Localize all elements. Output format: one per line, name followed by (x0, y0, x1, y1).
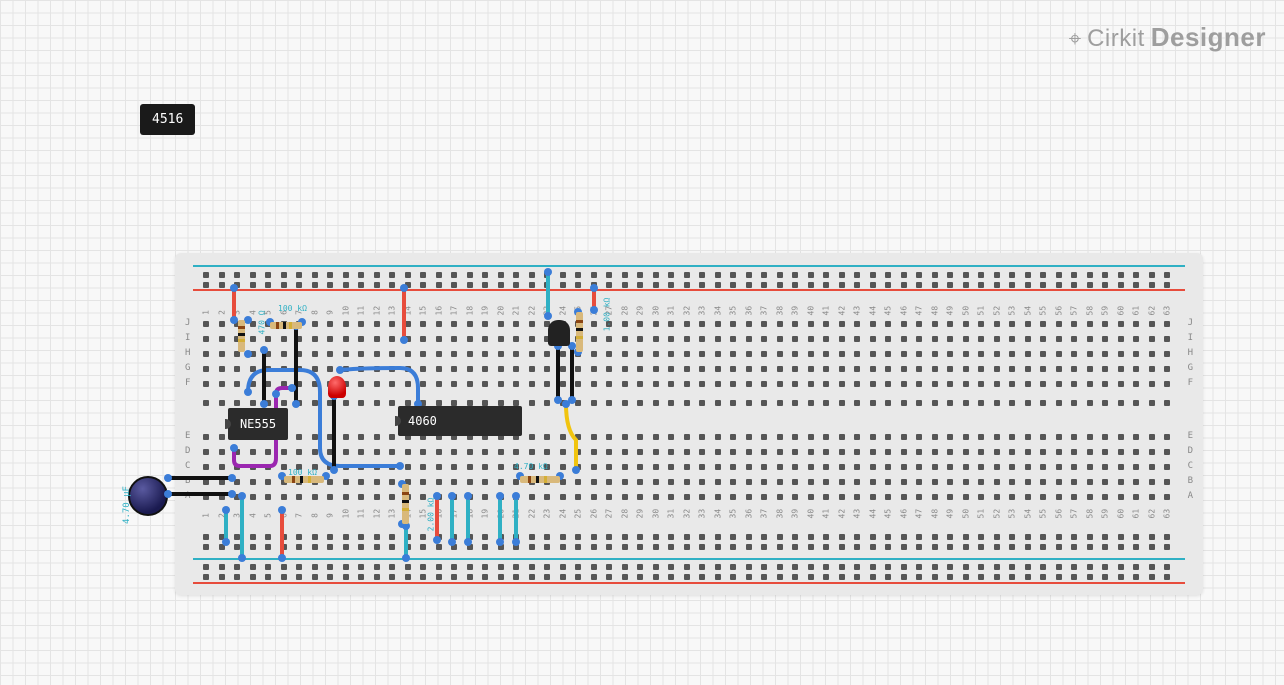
floating-ic-4516[interactable]: 4516 (140, 104, 195, 135)
resistor[interactable] (270, 322, 302, 329)
resistor-label: 470 Ω (258, 310, 267, 334)
transistor[interactable] (548, 320, 570, 346)
resistor-label: 2.00 kΩ (426, 498, 435, 532)
resistor-label: 4.70 kΩ (514, 462, 548, 471)
brand-text-1: Cirkit (1087, 25, 1145, 53)
ic-4060-label: 4060 (408, 414, 437, 428)
breadboard[interactable]: 1234567891011121314151617181920212223242… (175, 253, 1203, 595)
resistor-label: 1.00 kΩ (602, 298, 611, 332)
led-red[interactable] (328, 376, 346, 398)
resistor[interactable] (402, 484, 409, 524)
ic-ne555[interactable]: NE555 (228, 408, 288, 440)
ic-4060[interactable]: 4060 (398, 406, 522, 436)
resistor[interactable] (520, 476, 560, 483)
brand-icon: ⌖ (1069, 26, 1081, 52)
floating-ic-label: 4516 (152, 112, 183, 127)
resistor-label: 100 kΩ (288, 468, 317, 477)
electrolytic-capacitor[interactable] (128, 476, 168, 516)
resistor-label: 100 kΩ (278, 304, 307, 313)
resistor[interactable] (576, 312, 583, 352)
design-canvas[interactable]: ⌖ Cirkit Designer 4516 12345678910111213… (0, 0, 1284, 685)
resistor[interactable] (284, 476, 324, 483)
ic-ne555-label: NE555 (240, 417, 276, 431)
brand-logo: ⌖ Cirkit Designer (1069, 22, 1266, 53)
brand-text-2: Designer (1151, 22, 1266, 53)
resistor[interactable] (238, 320, 245, 352)
capacitor-label: 4.70 µF (122, 486, 132, 524)
